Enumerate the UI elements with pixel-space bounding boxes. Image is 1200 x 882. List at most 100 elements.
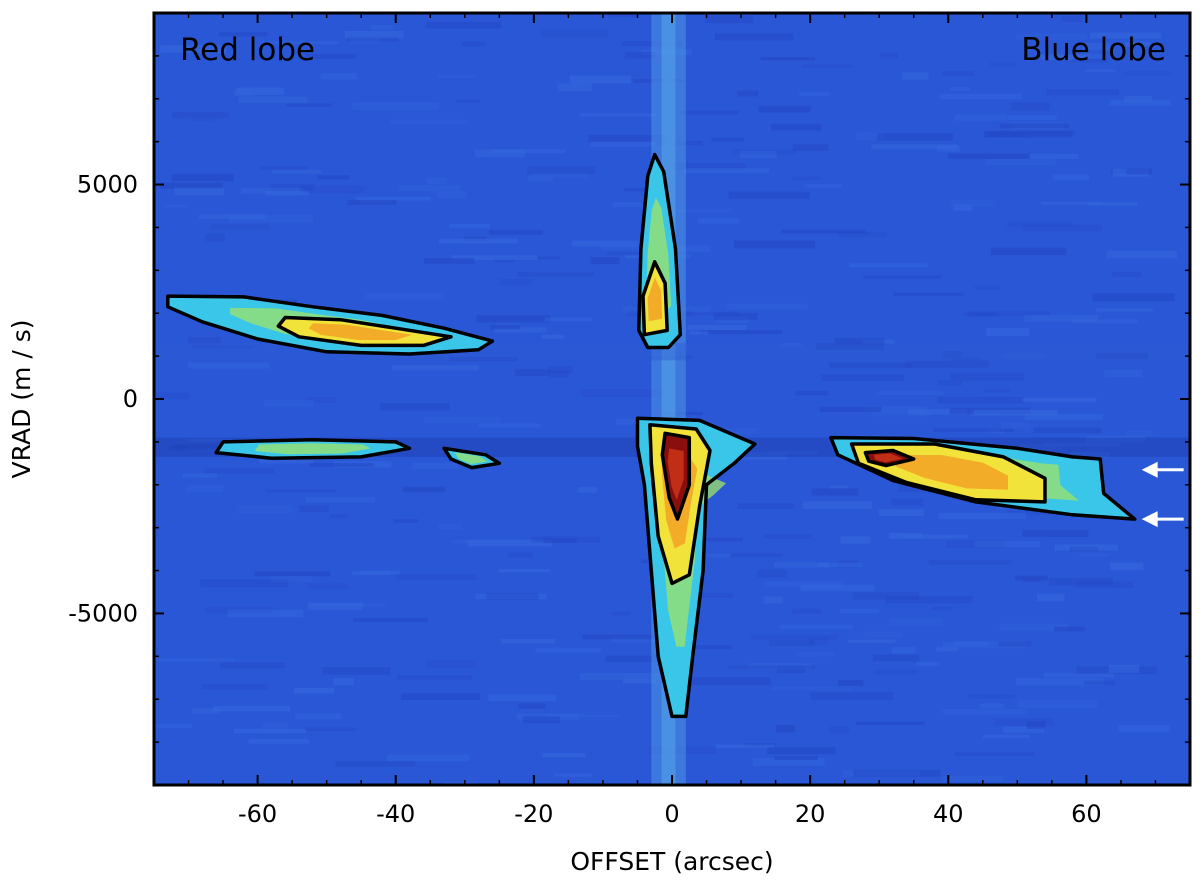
noise-patch	[983, 388, 1010, 393]
noise-patch	[762, 581, 844, 588]
noise-patch	[1071, 319, 1139, 324]
noise-patch	[990, 247, 1067, 256]
noise-patch	[1003, 354, 1046, 359]
noise-patch	[672, 245, 711, 252]
noise-patch	[605, 655, 692, 662]
noise-patch	[308, 602, 364, 611]
noise-patch	[928, 559, 1012, 565]
noise-patch	[1037, 593, 1065, 602]
noise-patch	[320, 73, 358, 80]
noise-patch	[264, 399, 314, 407]
noise-patch	[670, 162, 746, 171]
arrow-head	[1141, 511, 1158, 528]
noise-patch	[205, 606, 273, 614]
noise-patch	[467, 539, 552, 547]
noise-patch	[892, 292, 964, 296]
noise-patch	[514, 369, 550, 376]
noise-patch	[527, 176, 554, 182]
noise-patch	[188, 337, 221, 345]
noise-patch	[1084, 69, 1116, 73]
noise-patch	[986, 159, 1056, 166]
noise-patch	[261, 722, 289, 729]
noise-patch	[1108, 665, 1140, 673]
noise-patch	[582, 634, 664, 640]
noise-patch	[451, 255, 538, 260]
emission-core	[892, 455, 1008, 490]
noise-patch	[499, 279, 532, 286]
noise-patch	[942, 775, 1004, 782]
noise-patch	[879, 53, 899, 59]
noise-patch	[236, 505, 292, 514]
noise-patch	[248, 738, 310, 744]
noise-patch	[489, 230, 543, 235]
noise-patch	[953, 204, 972, 211]
noise-patch	[333, 678, 354, 686]
noise-patch	[733, 452, 788, 460]
noise-patch	[293, 687, 335, 694]
noise-patch	[984, 130, 1072, 138]
noise-patch	[904, 360, 990, 368]
noise-patch	[994, 718, 1054, 726]
noise-patch	[757, 570, 787, 578]
noise-patch	[714, 312, 758, 321]
noise-patch	[1054, 626, 1085, 632]
noise-patch	[773, 562, 830, 568]
contour-line	[660, 431, 692, 521]
noise-patch	[547, 366, 573, 374]
noise-patch	[752, 758, 825, 766]
noise-patch	[200, 579, 289, 588]
noise-patch	[272, 169, 322, 174]
noise-patch	[999, 623, 1069, 631]
noise-patch	[398, 185, 461, 192]
noise-patch	[705, 537, 743, 542]
x-tick-label: 60	[1071, 800, 1102, 828]
noise-patch	[701, 553, 731, 558]
noise-patch	[305, 397, 337, 403]
noise-patch	[387, 754, 470, 762]
emission-core	[647, 277, 663, 322]
noise-patch	[531, 536, 600, 543]
noise-patch	[219, 32, 268, 37]
y-axis-label: VRAD (m / s)	[7, 320, 36, 479]
noise-patch	[436, 190, 467, 199]
noise-patch	[451, 539, 524, 544]
noise-patch	[397, 675, 473, 680]
x-tick-label: 20	[795, 800, 826, 828]
noise-patch	[154, 723, 193, 728]
noise-patch	[260, 166, 309, 170]
noise-patch	[308, 583, 349, 590]
noise-patch	[728, 191, 810, 199]
noise-patch	[715, 33, 794, 41]
noise-patch	[1001, 422, 1031, 429]
plot-area	[154, 13, 1190, 785]
noise-patch	[818, 562, 863, 568]
noise-patch	[999, 123, 1069, 129]
noise-patch	[543, 538, 577, 544]
noise-patch	[1022, 529, 1089, 537]
noise-patch	[973, 409, 1058, 416]
noise-patch	[1109, 562, 1144, 571]
noise-patch	[182, 473, 218, 478]
noise-patch	[889, 618, 943, 627]
noise-patch	[705, 15, 754, 24]
noise-patch	[739, 150, 777, 159]
noise-patch	[1126, 168, 1152, 175]
noise-patch	[892, 647, 916, 654]
noise-patch	[412, 462, 460, 469]
noise-patch	[426, 177, 447, 185]
noise-patch	[871, 144, 958, 150]
noise-patch	[954, 752, 1035, 756]
emission-structure	[635, 416, 757, 719]
noise-patch	[557, 83, 592, 92]
noise-patch	[777, 665, 806, 674]
noise-patch	[700, 330, 783, 335]
noise-patch	[767, 747, 836, 755]
noise-patch	[486, 592, 539, 601]
noise-patch	[188, 362, 270, 369]
noise-patch	[834, 338, 885, 347]
noise-patch	[569, 75, 631, 84]
noise-patch	[1118, 724, 1171, 733]
noise-patch	[241, 187, 304, 194]
noise-patch	[697, 218, 739, 224]
